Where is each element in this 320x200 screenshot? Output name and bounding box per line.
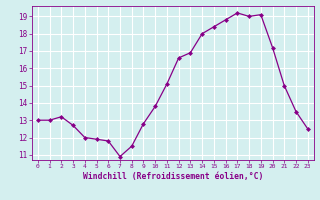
- X-axis label: Windchill (Refroidissement éolien,°C): Windchill (Refroidissement éolien,°C): [83, 172, 263, 181]
